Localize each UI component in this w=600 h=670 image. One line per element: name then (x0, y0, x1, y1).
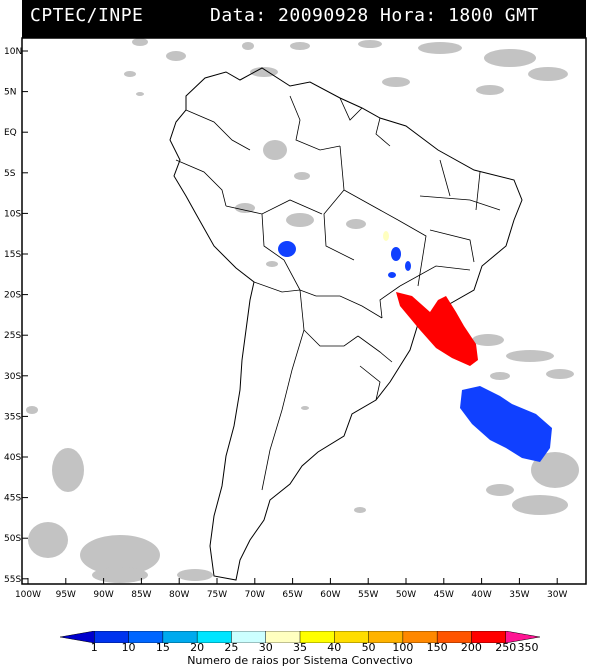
convective-system-blue-brazil-3 (405, 261, 411, 271)
latitude-label: 50S (4, 534, 21, 544)
longitude-label: 80W (169, 590, 189, 600)
colorbar-swatch (59, 630, 95, 644)
convective-system-yellow (383, 231, 389, 241)
latitude-label: EQ (4, 128, 17, 138)
cloud-cover (26, 38, 579, 583)
longitude-label: 70W (245, 590, 265, 600)
latitude-label: 40S (4, 453, 21, 463)
lightning-colorbar (59, 628, 541, 644)
colorbar-tick-label: 25 (224, 641, 239, 654)
longitude-label: 95W (56, 590, 76, 600)
latitude-label: 45S (4, 494, 21, 504)
latitude-labels: 10N 5N EQ 5S 10S 15S 20S 25S 30S 35S 40S 45S 50S 55S (4, 47, 28, 585)
colorbar-tick-label: 250 (495, 641, 517, 654)
colorbar-tick-label: 50 (361, 641, 376, 654)
convective-system-blue-brazil (391, 247, 401, 261)
colorbar-tick-label: 20 (190, 641, 205, 654)
convective-system-red (396, 292, 478, 366)
latitude-label: 10N (4, 47, 22, 57)
longitude-label: 60W (320, 590, 340, 600)
longitude-label: 85W (131, 590, 151, 600)
convective-system-blue-ocean (460, 386, 552, 462)
colorbar-title: Numero de raios por Sistema Convectivo (187, 654, 413, 667)
latitude-label: 5S (4, 169, 16, 179)
country-borders (175, 95, 501, 491)
latitude-label: 10S (4, 209, 21, 219)
longitude-label: 35W (509, 590, 529, 600)
colorbar-swatch (505, 630, 541, 644)
map-frame (21, 37, 587, 585)
longitude-label: 40W (471, 590, 491, 600)
convective-system-blue-brazil-2 (388, 272, 396, 278)
colorbar-tick-label: 350 (517, 641, 539, 654)
map-header: CPTEC/INPE Data: 20090928 Hora: 1800 GMT (22, 0, 586, 38)
latitude-label: 25S (4, 331, 21, 341)
longitude-labels: 100W 95W 90W 85W 80W 75W 70W 65W 60W 55W 50W 45W 40W… (15, 578, 567, 600)
longitude-label: 100W (15, 590, 41, 600)
colorbar-tick-label: 150 (426, 641, 448, 654)
colorbar-tick-label: 1 (90, 641, 98, 654)
colorbar-tick-label: 100 (392, 641, 414, 654)
longitude-label: 50W (396, 590, 416, 600)
convective-system-blue-bolivia (278, 241, 296, 257)
colorbar-tick-label: 10 (121, 641, 136, 654)
colorbar-tick-label: 35 (293, 641, 307, 654)
colorbar-tick-label: 200 (460, 641, 482, 654)
longitude-label: 30W (547, 590, 567, 600)
source-label: CPTEC/INPE (30, 5, 144, 26)
longitude-label: 55W (358, 590, 378, 600)
convective-systems (278, 231, 552, 462)
latitude-label: 15S (4, 250, 21, 260)
latitude-label: 30S (4, 372, 21, 382)
longitude-label: 45W (434, 590, 454, 600)
colorbar-tick-label: 30 (258, 641, 273, 654)
longitude-label: 75W (207, 590, 227, 600)
latitude-label: 5N (4, 88, 16, 98)
latitude-label: 20S (4, 291, 21, 301)
continent-coastline (169, 67, 523, 581)
datetime-label: Data: 20090928 Hora: 1800 GMT (210, 5, 539, 26)
longitude-label: 65W (282, 590, 302, 600)
latitude-label: 55S (4, 575, 21, 585)
colorbar-tick-label: 15 (155, 641, 170, 654)
longitude-label: 90W (93, 590, 113, 600)
latitude-label: 35S (4, 412, 21, 422)
colorbar-tick-label: 40 (327, 641, 342, 654)
